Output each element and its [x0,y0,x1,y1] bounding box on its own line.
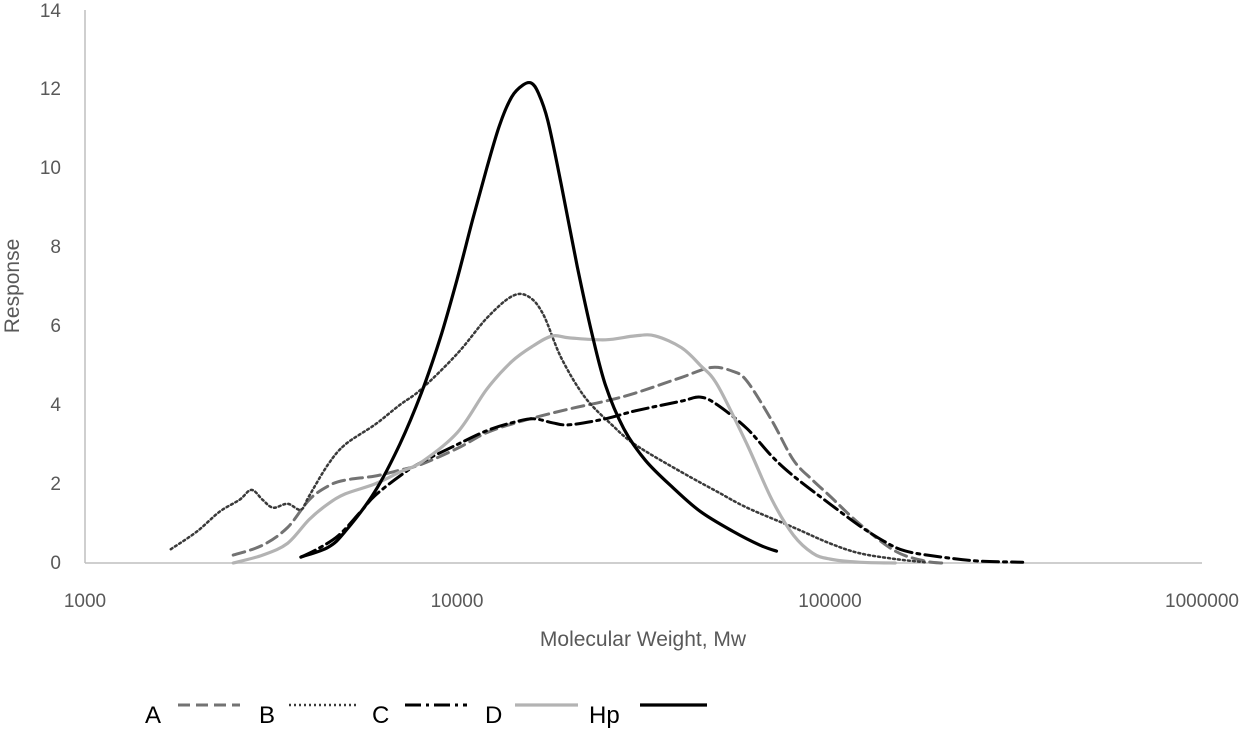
legend-entry-hp: Hp [589,702,707,729]
x-tick-label: 100000 [798,591,861,612]
y-tick-label: 6 [50,316,61,337]
y-axis-title: Response [1,239,24,334]
y-tick-label: 8 [50,237,61,258]
x-axis-title: Molecular Weight, Mw [540,628,747,651]
y-tick-label: 10 [40,158,61,179]
legend-entry-b: B [259,702,356,729]
series-line-c [299,395,1025,564]
legend-label-c: C [372,702,389,729]
x-tick-label: 1000000 [1165,591,1239,612]
y-tick-label: 2 [50,474,61,495]
series-line-a [231,365,944,565]
y-tick-label: 4 [50,395,61,416]
y-tick-label: 12 [40,79,61,100]
x-tick-label: 1000 [64,591,106,612]
legend-entry-d: D [485,702,578,729]
y-tick-label: 14 [40,1,62,22]
y-tick-labels: 0 2 4 6 8 10 12 14 [40,1,62,574]
legend-label-d: D [485,702,502,729]
legend-label-a: A [145,702,161,729]
legend-label-hp: Hp [589,702,620,729]
legend-entry-a: A [145,702,240,729]
x-tick-label: 10000 [431,591,484,612]
series-line-b [169,292,926,564]
series-line-hp [299,80,779,559]
series-line-d [231,333,897,565]
y-tick-label: 0 [50,553,61,574]
legend-entry-c: C [372,702,467,729]
legend-label-b: B [259,702,275,729]
series-layer [169,80,1025,565]
legend: A B C D Hp [145,702,707,729]
x-tick-labels: 1000 10000 100000 1000000 [64,591,1239,612]
